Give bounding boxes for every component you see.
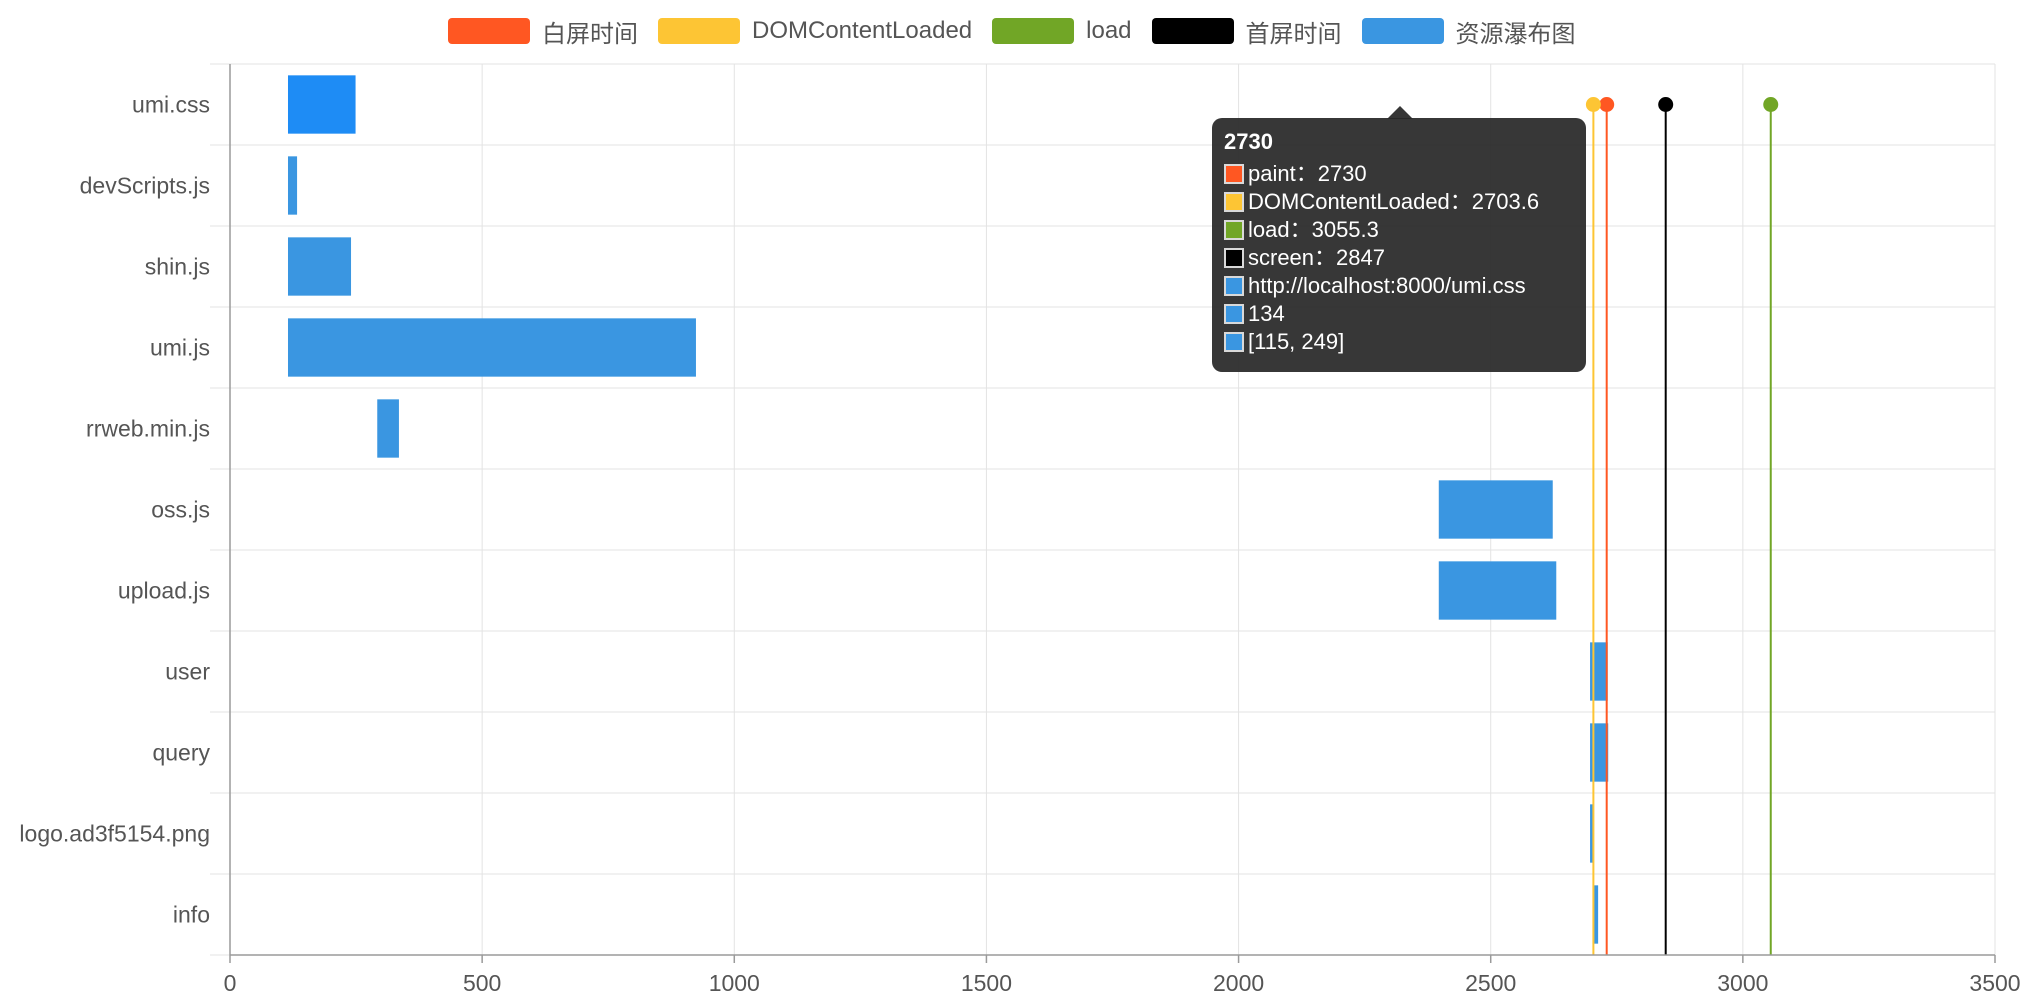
- resource-bar[interactable]: [1438, 480, 1553, 539]
- tooltip-swatch: [1224, 304, 1244, 324]
- marker-dot[interactable]: [1585, 97, 1601, 112]
- legend-swatch: [1151, 18, 1234, 44]
- marker-dot[interactable]: [1763, 97, 1779, 112]
- legend-label: load: [1086, 17, 1132, 44]
- tooltip-row-text: DOMContentLoaded：2703.6: [1248, 189, 1540, 214]
- y-category-label: oss.js: [151, 497, 210, 523]
- x-tick-label: 0: [224, 970, 237, 996]
- y-category-label: shin.js: [145, 254, 210, 280]
- resource-bar[interactable]: [1590, 723, 1609, 782]
- x-tick-label: 500: [463, 970, 501, 996]
- resource-bar[interactable]: [1590, 642, 1608, 701]
- tooltip-row-text: screen：2847: [1248, 245, 1385, 270]
- y-category-label: umi.css: [132, 92, 210, 118]
- tooltip-row-text: paint：2730: [1248, 161, 1367, 186]
- x-tick-label: 3500: [1969, 970, 2020, 996]
- legend-label: 首屏时间: [1245, 20, 1342, 48]
- marker-dot[interactable]: [1599, 97, 1615, 112]
- bar-layer: [287, 75, 1609, 944]
- resource-bar[interactable]: [1590, 804, 1594, 863]
- resource-bar[interactable]: [287, 156, 298, 215]
- legend-swatch: [448, 18, 530, 44]
- resource-bar[interactable]: [377, 399, 399, 458]
- legend-label: DOMContentLoaded: [752, 17, 973, 44]
- tooltip-swatch: [1224, 192, 1244, 212]
- x-tick-label: 2500: [1465, 970, 1516, 996]
- y-category-label: upload.js: [118, 578, 210, 604]
- tooltip-swatch: [1224, 164, 1244, 184]
- x-tick-label: 3000: [1717, 970, 1768, 996]
- legend-label: 白屏时间: [542, 20, 638, 48]
- tooltip-swatch: [1224, 276, 1244, 296]
- tooltip-row: screen：2847: [1224, 244, 1574, 272]
- tooltip-row: paint：2730: [1224, 160, 1574, 188]
- tooltip-row-text: 134: [1248, 301, 1285, 326]
- legend-item[interactable]: 首屏时间: [1151, 14, 1342, 49]
- resource-bar[interactable]: [287, 237, 352, 296]
- legend-item[interactable]: 白屏时间: [448, 14, 638, 49]
- legend-swatch: [992, 18, 1075, 44]
- tooltip-swatch: [1224, 332, 1244, 352]
- resource-bar[interactable]: [1594, 885, 1599, 944]
- tooltip-swatch: [1224, 248, 1244, 268]
- chart-legend: 白屏时间 DOMContentLoaded load 首屏时间 资源瀑布图: [448, 14, 1596, 48]
- tooltip-row: 134: [1224, 300, 1574, 328]
- y-category-label: query: [152, 740, 210, 766]
- tooltip-row: DOMContentLoaded：2703.6: [1224, 188, 1574, 216]
- y-category-label: devScripts.js: [80, 173, 210, 199]
- tooltip-title: 2730: [1224, 129, 1273, 154]
- y-category-label: info: [173, 902, 210, 928]
- tooltip-row-text: load：3055.3: [1248, 217, 1379, 242]
- legend-swatch: [1361, 18, 1444, 44]
- x-tick-label: 1000: [709, 970, 760, 996]
- y-category-label: umi.js: [150, 335, 210, 361]
- x-tick-label: 1500: [961, 970, 1012, 996]
- tooltip-rows: paint：2730 DOMContentLoaded：2703.6 load：30…: [1224, 160, 1574, 356]
- y-category-label: rrweb.min.js: [86, 416, 210, 442]
- axis-layer: 0 500 1000 1500 2000 2500 3000 3500 umi.css devSc…: [19, 64, 2021, 996]
- grid-layer: [210, 63, 1996, 956]
- resource-bar[interactable]: [287, 318, 696, 377]
- x-tick-label: 2000: [1213, 970, 1264, 996]
- tooltip-row: load：3055.3: [1224, 216, 1574, 244]
- chart-tooltip: 2730 paint：2730 DOMContentLoaded：2703.6 lo…: [1212, 118, 1586, 372]
- tooltip-row: http://localhost:8000/umi.css: [1224, 272, 1574, 300]
- legend-swatch: [658, 18, 740, 44]
- legend-item[interactable]: DOMContentLoaded: [658, 17, 972, 45]
- resource-bar[interactable]: [287, 75, 356, 134]
- y-category-label: logo.ad3f5154.png: [19, 821, 210, 847]
- resource-bar[interactable]: [1438, 561, 1557, 620]
- legend-item[interactable]: 资源瀑布图: [1361, 14, 1576, 49]
- tooltip-row: [115, 249]: [1224, 328, 1574, 356]
- tooltip-swatch: [1224, 220, 1244, 240]
- tooltip-arrow: [1387, 106, 1413, 119]
- tooltip-row-text: [115, 249]: [1248, 329, 1345, 354]
- marker-layer: [1585, 97, 1779, 955]
- marker-dot[interactable]: [1658, 97, 1674, 112]
- legend-item[interactable]: load: [992, 17, 1132, 45]
- tooltip-row-text: http://localhost:8000/umi.css: [1248, 273, 1526, 298]
- y-category-label: user: [165, 659, 210, 685]
- legend-label: 资源瀑布图: [1455, 20, 1576, 48]
